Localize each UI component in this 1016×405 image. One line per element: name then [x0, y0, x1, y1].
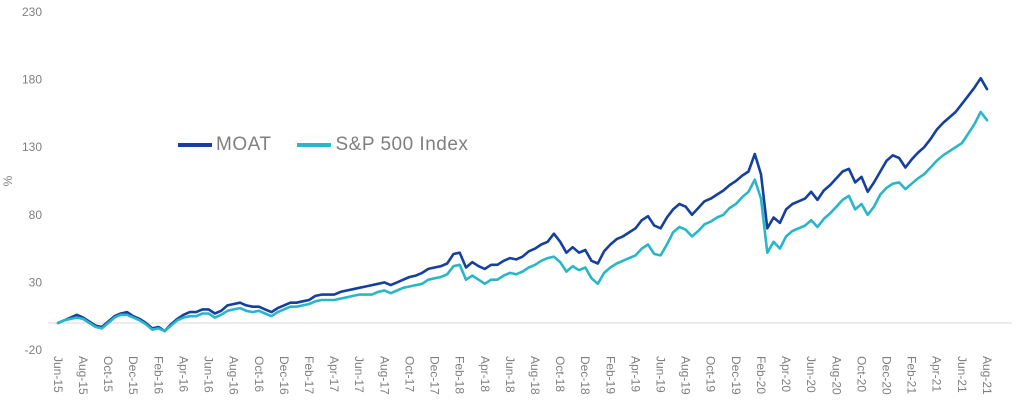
legend-item-moat: MOAT	[178, 134, 271, 156]
x-axis-tick-label: Feb-18	[453, 356, 467, 394]
x-axis-tick-label: Aug-20	[829, 356, 843, 395]
legend-label-moat: MOAT	[216, 134, 272, 155]
x-axis-tick-label: Dec-16	[277, 356, 291, 395]
x-axis-tick-label: Feb-21	[905, 356, 919, 394]
x-axis-tick-label: Oct-17	[402, 356, 416, 392]
x-axis-tick-label: Aug-17	[377, 356, 391, 395]
x-axis-tick-label: Aug-15	[76, 356, 90, 395]
x-axis-tick-label: Jun-18	[503, 356, 517, 393]
y-axis-tick-label: 30	[29, 275, 43, 289]
x-axis-tick-label: Feb-16	[151, 356, 165, 394]
x-axis-tick-label: Dec-18	[578, 356, 592, 395]
x-axis-tick-label: Oct-15	[101, 356, 115, 392]
x-axis-tick-label: Oct-19	[704, 356, 718, 392]
x-axis-tick-label: Apr-21	[930, 356, 944, 392]
x-axis-tick-label: Dec-15	[126, 356, 140, 395]
x-axis-tick-label: Jun-16	[202, 356, 216, 393]
x-axis-tick-label: Jun-20	[804, 356, 818, 393]
x-axis-tick-label: Oct-16	[252, 356, 266, 392]
x-axis-tick-label: Feb-19	[603, 356, 617, 394]
x-axis-tick-label: Apr-16	[176, 356, 190, 392]
chart-legend: MOAT S&P 500 Index	[178, 134, 468, 156]
x-axis-tick-label: Apr-20	[779, 356, 793, 392]
x-axis-tick-label: Apr-19	[628, 356, 642, 392]
legend-item-sp500: S&P 500 Index	[297, 134, 468, 156]
x-axis-tick-label: Feb-17	[302, 356, 316, 394]
sp500-line-swatch-icon	[297, 143, 332, 147]
y-axis-unit-label: %	[1, 175, 15, 186]
x-axis-tick-label: Aug-16	[227, 356, 241, 395]
y-axis-tick-label: 130	[22, 140, 42, 154]
series-line-moat	[56, 76, 989, 333]
x-axis-tick-label: Jun-21	[955, 356, 969, 393]
x-axis-tick-label: Oct-18	[553, 356, 567, 392]
moat-line-swatch-icon	[178, 143, 212, 147]
series-line-s-p-500-index	[56, 110, 989, 333]
x-axis-tick-label: Jun-19	[654, 356, 668, 393]
y-axis-tick-label: 80	[29, 208, 43, 222]
y-axis-tick-label: 180	[22, 73, 42, 87]
x-axis-tick-label: Aug-21	[980, 356, 994, 395]
y-axis-tick-label: -20	[25, 343, 43, 357]
x-axis-tick-label: Dec-19	[729, 356, 743, 395]
x-axis-tick-label: Jun-17	[352, 356, 366, 393]
x-axis-tick-label: Feb-20	[754, 356, 768, 394]
x-axis-tick-label: Aug-19	[679, 356, 693, 395]
x-axis-tick-label: Dec-17	[428, 356, 442, 395]
x-axis-tick-label: Apr-18	[478, 356, 492, 392]
x-axis-tick-label: Dec-20	[879, 356, 893, 395]
x-axis-tick-label: Oct-20	[854, 356, 868, 392]
x-axis-tick-label: Aug-18	[528, 356, 542, 395]
x-axis-tick-label: Jun-15	[51, 356, 65, 393]
y-axis-tick-label: 230	[22, 5, 42, 19]
legend-label-sp500: S&P 500 Index	[335, 134, 469, 155]
x-axis-tick-label: Apr-17	[327, 356, 341, 392]
